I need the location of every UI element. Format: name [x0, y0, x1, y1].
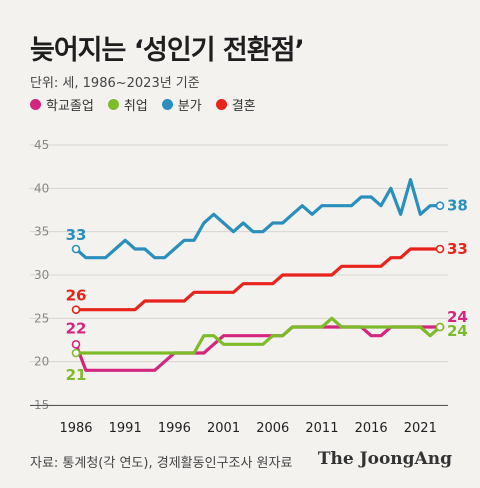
brand-logo: The JoongAng — [317, 449, 452, 469]
legend-label-graduation: 학교졸업 — [46, 99, 94, 114]
series-line-employment — [76, 316, 442, 355]
legend-item-employment: 취업 — [107, 95, 148, 114]
legend-dot-graduation — [30, 99, 41, 110]
source-note: 자료: 통계청(각 연도), 경제활동인구조사 원자료 — [30, 456, 293, 471]
x-tick-label-2006: 2006 — [256, 421, 289, 436]
unit-note: 단위: 세, 1986~2023년 기준 — [30, 76, 200, 91]
start-point-marriage — [71, 305, 81, 314]
legend-label-employment: 취업 — [123, 99, 148, 114]
y-tick-label-40: 40 — [34, 181, 49, 195]
x-tick-label-1986: 1986 — [59, 421, 92, 436]
start-label-graduation: 22 — [66, 319, 87, 337]
x-tick-label-1996: 1996 — [158, 421, 191, 436]
chart-title: 늦어지는 ‘성인기 전환점’ — [30, 35, 305, 66]
end-point-independence — [435, 201, 445, 210]
start-label-independence: 33 — [66, 226, 87, 244]
legend-dot-employment — [107, 99, 119, 110]
start-point-independence — [71, 244, 81, 254]
start-point-employment — [71, 348, 81, 358]
x-tick-label-2016: 2016 — [355, 421, 388, 436]
series-line-marriage — [76, 247, 440, 312]
y-tick-label-35: 35 — [34, 225, 49, 239]
end-label-independence: 38 — [447, 197, 468, 215]
start-point-graduation — [71, 340, 81, 349]
series-line-graduation — [74, 325, 440, 372]
legend-label-marriage: 결혼 — [231, 99, 256, 114]
end-label-employment: 24 — [447, 322, 468, 340]
end-point-marriage — [435, 244, 445, 254]
x-tick-label-2011: 2011 — [305, 421, 338, 436]
legend-label-independence: 분가 — [177, 99, 202, 114]
legend-dot-marriage — [215, 99, 227, 110]
legend-item-independence: 분가 — [161, 95, 202, 114]
end-point-employment — [435, 322, 445, 332]
y-tick-label-20: 20 — [34, 355, 49, 369]
end-label-marriage: 33 — [447, 240, 468, 258]
x-tick-label-1991: 1991 — [109, 421, 142, 436]
y-tick-label-25: 25 — [34, 311, 49, 325]
legend-item-marriage: 결혼 — [215, 95, 256, 114]
legend-item-graduation: 학교졸업 — [30, 95, 94, 114]
start-label-employment: 21 — [66, 366, 87, 384]
end-label-graduation: 24 — [447, 308, 468, 326]
legend: 학교졸업 취업 분가 결혼 — [30, 95, 256, 114]
y-tick-label-45: 45 — [34, 138, 49, 152]
legend-dot-independence — [161, 99, 173, 110]
series-line-independence — [74, 178, 440, 260]
y-tick-label-30: 30 — [34, 268, 49, 282]
start-label-marriage: 26 — [66, 287, 87, 305]
label-layer: 22 24 21 24 33 38 26 33 — [66, 197, 468, 384]
series-layer — [71, 178, 445, 372]
x-tick-label-2021: 2021 — [404, 421, 437, 436]
x-tick-label-2001: 2001 — [207, 421, 240, 436]
grid-layer — [30, 144, 448, 406]
